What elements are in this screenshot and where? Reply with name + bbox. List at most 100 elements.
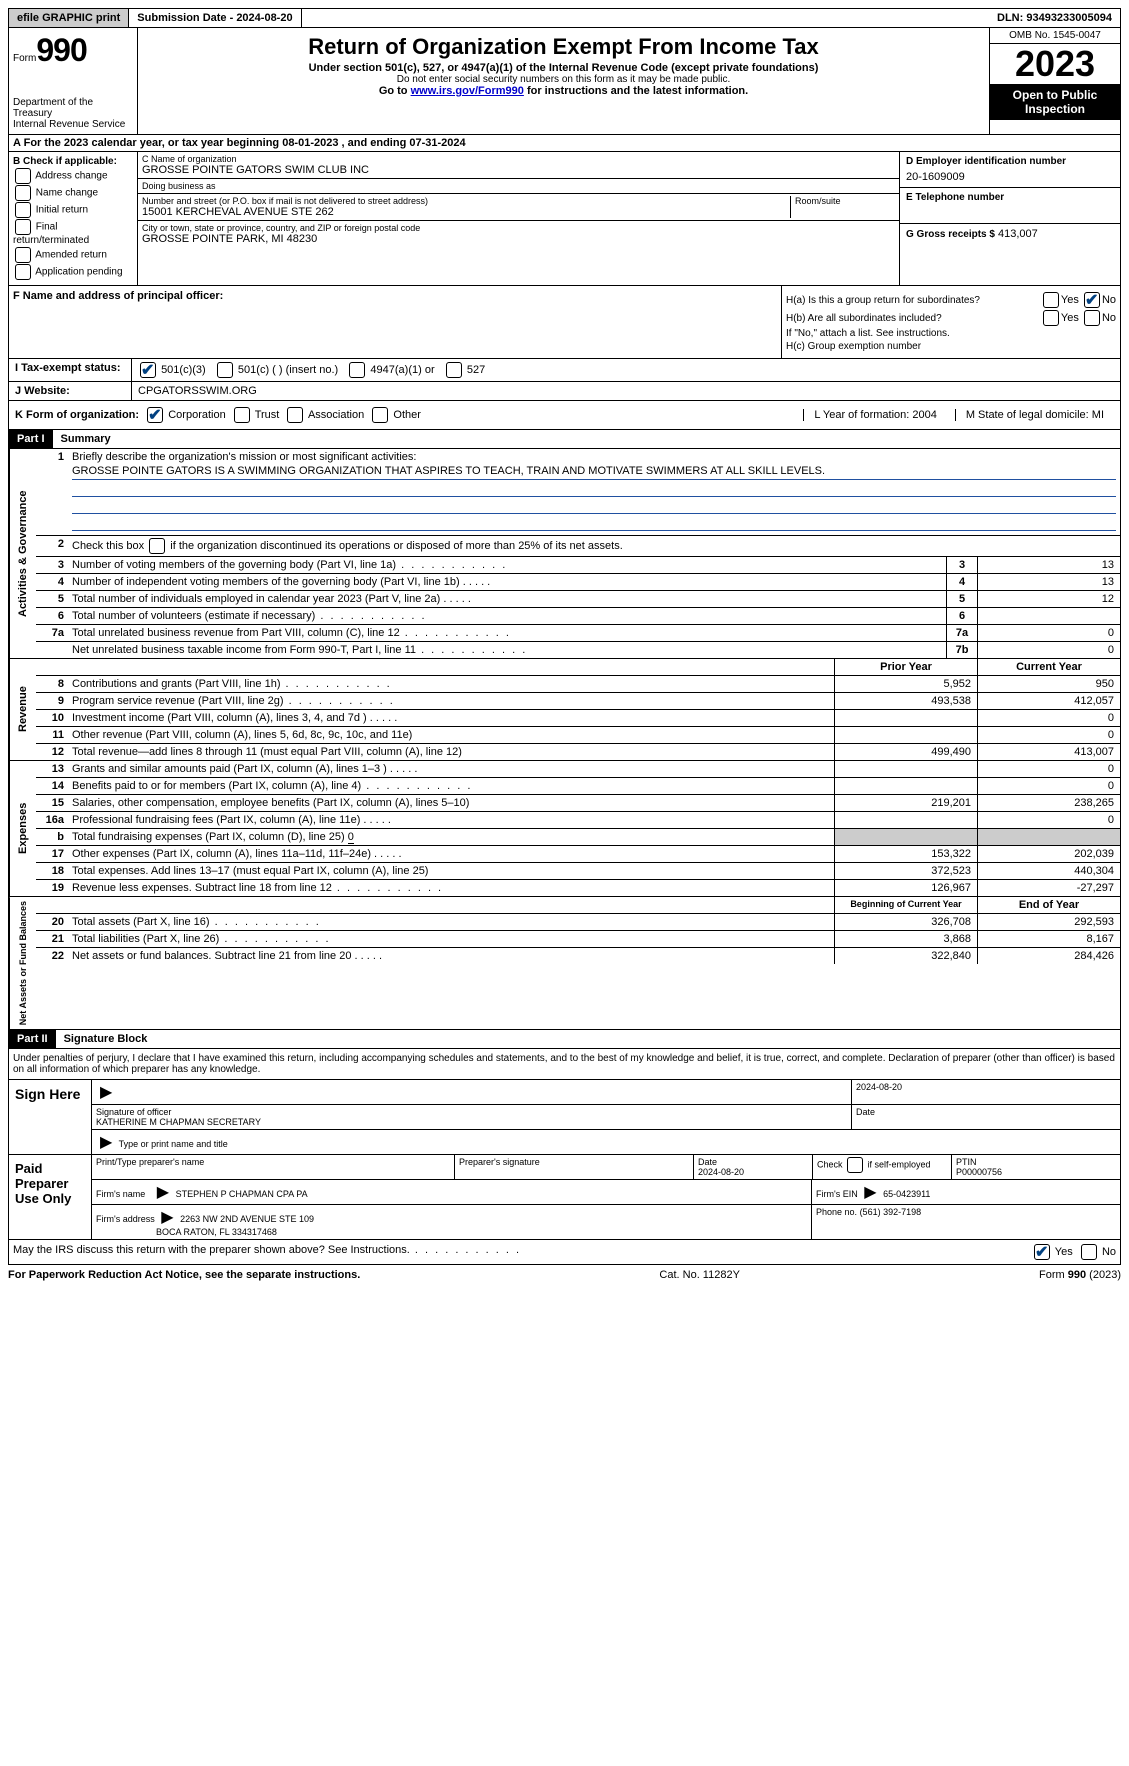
website-value: CPGATORSSWIM.ORG [132, 382, 1120, 400]
checkbox-amended[interactable] [15, 247, 31, 263]
row-k: K Form of organization: Corporation Trus… [8, 401, 1121, 430]
line14: Benefits paid to or for members (Part IX… [68, 778, 834, 794]
line10: Investment income (Part VIII, column (A)… [68, 710, 834, 726]
org-name: GROSSE POINTE GATORS SWIM CLUB INC [142, 164, 895, 176]
line21: Total liabilities (Part X, line 26) [68, 931, 834, 947]
signature-block: Under penalties of perjury, I declare th… [8, 1049, 1121, 1265]
phone-value [906, 203, 1114, 219]
subtitle-2: Do not enter social security numbers on … [142, 74, 985, 85]
line11: Other revenue (Part VIII, column (A), li… [68, 727, 834, 743]
dln: DLN: 93493233005094 [989, 9, 1120, 27]
line2-text: Check this box if the organization disco… [68, 536, 1120, 556]
cb-527[interactable] [446, 362, 462, 378]
line9-prior: 493,538 [834, 693, 977, 709]
officer-group-info: F Name and address of principal officer:… [8, 286, 1121, 359]
ein-label: D Employer identification number [906, 156, 1114, 167]
col-current-year: Current Year [977, 659, 1120, 675]
cb-self-employed[interactable] [847, 1157, 863, 1173]
cb-discontinued[interactable] [149, 538, 165, 554]
perjury-declaration: Under penalties of perjury, I declare th… [9, 1049, 1120, 1079]
line9-curr: 412,057 [977, 693, 1120, 709]
line16b: Total fundraising expenses (Part IX, col… [68, 829, 834, 845]
cb-501c3[interactable] [140, 362, 156, 378]
irs-link[interactable]: www.irs.gov/Form990 [411, 85, 524, 97]
line4-text: Number of independent voting members of … [68, 574, 946, 590]
part2-header: Part II [9, 1030, 56, 1048]
part1-header: Part I [9, 430, 53, 448]
cb-501c[interactable] [217, 362, 233, 378]
firm-phone: (561) 392-7198 [860, 1207, 922, 1217]
address: 15001 KERCHEVAL AVENUE STE 262 [142, 206, 790, 218]
part1-title: Summary [53, 430, 119, 448]
line22-beg: 322,840 [834, 948, 977, 964]
cb-association[interactable] [287, 407, 303, 423]
side-revenue: Revenue [9, 659, 36, 760]
line15-prior: 219,201 [834, 795, 977, 811]
address-label: Number and street (or P.O. box if mail i… [142, 196, 790, 206]
line3-text: Number of voting members of the governin… [68, 557, 946, 573]
cb-other[interactable] [372, 407, 388, 423]
line20-end: 292,593 [977, 914, 1120, 930]
line18-curr: 440,304 [977, 863, 1120, 879]
line14-prior [834, 778, 977, 794]
org-name-label: C Name of organization [142, 154, 895, 164]
cb-4947[interactable] [349, 362, 365, 378]
cb-corporation[interactable] [147, 407, 163, 423]
line5-text: Total number of individuals employed in … [68, 591, 946, 607]
checkbox-address-change[interactable] [15, 168, 31, 184]
type-name-label: Type or print name and title [119, 1139, 228, 1149]
line4-val: 13 [977, 574, 1120, 590]
state-domicile: M State of legal domicile: MI [955, 409, 1114, 421]
discuss-no[interactable] [1081, 1244, 1097, 1260]
ha-label: H(a) Is this a group return for subordin… [786, 295, 1041, 306]
line7b-text: Net unrelated business taxable income fr… [68, 642, 946, 658]
subtitle-3: Go to www.irs.gov/Form990 for instructio… [142, 85, 985, 97]
entity-info: B Check if applicable: Address change Na… [8, 152, 1121, 286]
hb-no[interactable] [1084, 310, 1100, 326]
checkbox-initial-return[interactable] [15, 202, 31, 218]
line-a-tax-year: A For the 2023 calendar year, or tax yea… [8, 135, 1121, 152]
line15: Salaries, other compensation, employee b… [68, 795, 834, 811]
line6-val [977, 608, 1120, 624]
checkbox-app-pending[interactable] [15, 264, 31, 280]
prep-date: 2024-08-20 [698, 1167, 744, 1177]
col-beginning: Beginning of Current Year [834, 897, 977, 913]
arrow-icon: ▶ [96, 1084, 116, 1101]
self-employed-check: Check if self-employed [813, 1155, 952, 1179]
officer-sig-label: Signature of officer [96, 1107, 847, 1117]
line20: Total assets (Part X, line 16) [68, 914, 834, 930]
line18-prior: 372,523 [834, 863, 977, 879]
ha-no[interactable] [1084, 292, 1100, 308]
cb-trust[interactable] [234, 407, 250, 423]
line13-curr: 0 [977, 761, 1120, 777]
gross-receipts-label: G Gross receipts $ [906, 229, 995, 240]
ptin-value: P00000756 [956, 1167, 1002, 1177]
line11-curr: 0 [977, 727, 1120, 743]
efile-print-button[interactable]: efile GRAPHIC print [9, 9, 129, 27]
city-label: City or town, state or province, country… [142, 223, 895, 233]
paid-preparer-label: Paid Preparer Use Only [9, 1155, 92, 1239]
year-formation: L Year of formation: 2004 [803, 409, 947, 421]
principal-officer-label: F Name and address of principal officer: [13, 290, 223, 302]
checkbox-name-change[interactable] [15, 185, 31, 201]
part2-title: Signature Block [56, 1030, 156, 1048]
city-state-zip: GROSSE POINTE PARK, MI 48230 [142, 233, 895, 245]
mission-label: Briefly describe the organization's miss… [72, 451, 416, 463]
dba-label: Doing business as [142, 181, 895, 191]
hb-note: If "No," attach a list. See instructions… [786, 328, 1116, 339]
line18: Total expenses. Add lines 13–17 (must eq… [68, 863, 834, 879]
sig-date: 2024-08-20 [852, 1080, 1120, 1104]
phone-label: E Telephone number [906, 192, 1114, 203]
line19-prior: 126,967 [834, 880, 977, 896]
tax-exempt-label: I Tax-exempt status: [9, 359, 132, 381]
hb-yes[interactable] [1043, 310, 1059, 326]
line14-curr: 0 [977, 778, 1120, 794]
line5-val: 12 [977, 591, 1120, 607]
line16a: Professional fundraising fees (Part IX, … [68, 812, 834, 828]
footer-catalog: Cat. No. 11282Y [659, 1269, 740, 1281]
line22-end: 284,426 [977, 948, 1120, 964]
discuss-yes[interactable] [1034, 1244, 1050, 1260]
checkbox-final-return[interactable] [15, 219, 31, 235]
ha-yes[interactable] [1043, 292, 1059, 308]
form-header: Form990 Department of the Treasury Inter… [8, 28, 1121, 135]
